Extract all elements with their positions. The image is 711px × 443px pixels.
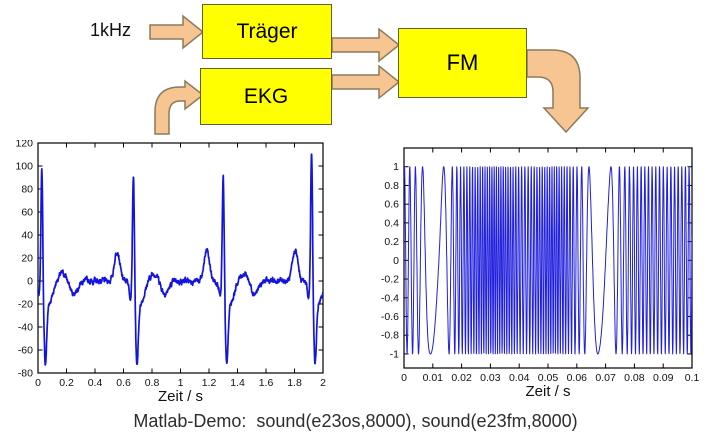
svg-text:0.08: 0.08 [624,372,645,384]
svg-text:1: 1 [178,377,184,389]
svg-text:40: 40 [21,230,33,242]
block-diagram-arrows [149,14,590,135]
svg-text:-60: -60 [18,345,33,357]
input-frequency-label: 1kHz [90,20,132,40]
svg-text:20: 20 [21,253,33,265]
svg-text:2: 2 [320,377,326,389]
svg-text:0.2: 0.2 [384,236,399,248]
svg-text:0.09: 0.09 [653,372,674,384]
ekg-block: EKG [200,68,332,125]
fm-chart: 0 0.01 0.02 0.03 0.04 0.05 0.06 0.07 0.08 0.09 0.1… [381,147,700,400]
svg-text:0: 0 [27,276,33,288]
svg-text:-80: -80 [18,368,33,380]
svg-text:-20: -20 [18,299,33,311]
svg-text:0.4: 0.4 [88,377,103,389]
svg-text:0.1: 0.1 [685,372,700,384]
svg-text:0.04: 0.04 [509,372,530,384]
svg-text:1.4: 1.4 [230,377,245,389]
svg-text:0: 0 [393,255,399,267]
svg-text:1: 1 [393,161,399,173]
arrow-1khz-to-traeger [149,14,205,50]
svg-text:-40: -40 [18,322,33,334]
svg-text:0.2: 0.2 [59,377,74,389]
svg-text:-0.8: -0.8 [381,330,399,342]
svg-text:0.6: 0.6 [384,199,399,211]
ekg-chart: 0 0.2 0.4 0.6 0.8 1 1.2 1.4 1.6 1.8 2 -80 -60 -40 -20 0… [15,140,326,405]
svg-text:0.07: 0.07 [595,372,616,384]
svg-text:1.2: 1.2 [202,377,217,389]
svg-text:-0.6: -0.6 [381,311,399,323]
fm-label: FM [446,50,479,75]
svg-text:0.03: 0.03 [480,372,501,384]
svg-text:60: 60 [21,207,33,219]
svg-text:Zeit / s: Zeit / s [525,383,570,400]
svg-text:80: 80 [21,184,33,196]
arrow-fm-output [526,49,590,134]
svg-text:0.8: 0.8 [145,377,160,389]
svg-text:120: 120 [15,140,33,150]
svg-text:Zeit / s: Zeit / s [158,388,203,405]
caption: Matlab-Demo: sound(e23os,8000), sound(e2… [133,411,578,431]
arrow-ekg-to-fm [331,64,401,100]
traeger-block: Träger [202,4,332,59]
ekg-label: EKG [243,84,289,108]
fm-block: FM [398,28,527,98]
svg-text:-1: -1 [390,348,399,360]
svg-text:1.8: 1.8 [287,377,302,389]
svg-text:0.6: 0.6 [116,377,131,389]
svg-text:0.02: 0.02 [451,372,472,384]
svg-text:0: 0 [401,372,407,384]
svg-text:0.4: 0.4 [384,217,399,229]
svg-text:0.06: 0.06 [567,372,588,384]
svg-text:-0.4: -0.4 [381,292,399,304]
svg-text:0.05: 0.05 [538,372,559,384]
svg-text:0: 0 [35,377,41,389]
arrow-curved-into-ekg [154,79,205,135]
svg-text:1.6: 1.6 [259,377,274,389]
svg-text:100: 100 [15,161,33,173]
arrow-traeger-to-fm [331,27,401,63]
svg-text:0.8: 0.8 [384,180,399,192]
svg-text:-0.2: -0.2 [381,274,399,286]
traeger-label: Träger [236,19,298,43]
svg-text:0.01: 0.01 [423,372,444,384]
